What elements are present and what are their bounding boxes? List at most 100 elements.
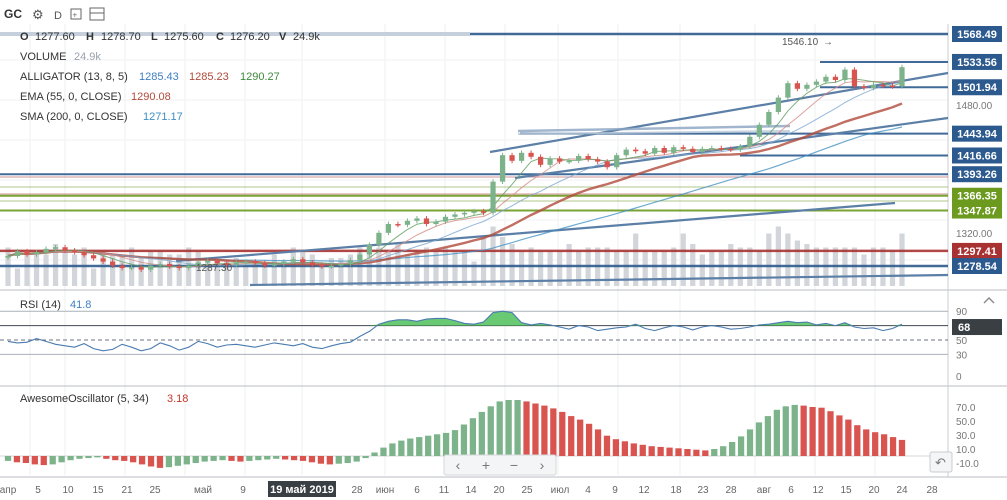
ao-bar [407, 438, 414, 456]
price-level-tag-label: 1416.66 [957, 150, 997, 162]
candle-body [281, 261, 287, 265]
chart-nav-controls: ‹ + − › [443, 454, 557, 476]
legend-volume-label[interactable]: VOLUME [20, 51, 66, 63]
nav-button-3[interactable]: › [540, 457, 545, 473]
ema-line [7, 102, 903, 266]
time-tick-label: 12 [812, 485, 824, 496]
candles [5, 64, 905, 273]
ao-bar [299, 456, 307, 461]
volume-bar [300, 251, 306, 286]
price-annotation: 1287.30 [196, 263, 233, 274]
interval-label[interactable]: D [54, 10, 62, 22]
candle-body [832, 76, 839, 80]
candle-body [747, 136, 753, 147]
ohlc-l-label: L [151, 31, 158, 43]
time-tick-label: 28 [351, 485, 363, 496]
volume-bar [480, 237, 487, 286]
volume-bar [518, 251, 525, 286]
nav-button-0[interactable]: ‹ [456, 457, 461, 473]
indicator-legend: VOLUME 24.9k ALLIGATOR (13, 8, 5) 1285.4… [20, 51, 280, 123]
time-tick-label: 21 [121, 485, 133, 496]
ao-bar [335, 456, 342, 464]
volume-bar [319, 265, 325, 286]
candle-body [62, 247, 68, 251]
compare-icon[interactable]: + [70, 8, 82, 20]
symbol-label[interactable]: GC [4, 7, 22, 21]
gear-icon[interactable]: ⚙ [32, 7, 44, 22]
ao-bar [103, 456, 110, 459]
ao-bar [514, 400, 521, 456]
reset-view-button[interactable]: ↶ [929, 451, 953, 473]
ao-tick-label: 10.0 [956, 445, 976, 456]
time-tick-label: апр [0, 485, 17, 496]
candle-body [300, 259, 306, 263]
time-tick-label: 20 [493, 485, 505, 496]
ao-bar [67, 456, 74, 461]
ao-bar [49, 456, 56, 465]
ao-bar [326, 456, 333, 465]
volume-bar [271, 254, 277, 286]
candle-body [252, 261, 258, 264]
volume-bar [452, 251, 458, 286]
candle-body [794, 83, 800, 89]
ao-bar [621, 441, 628, 456]
toolbar: GC ⚙ D + [4, 7, 105, 22]
time-tick-label: 20 [868, 485, 880, 496]
candle-body [157, 264, 163, 266]
price-annotation: 1546.10 [782, 37, 819, 48]
legend-ema-label[interactable]: EMA (55, 0, CLOSE) [20, 91, 121, 103]
time-tick-label: 25 [521, 485, 533, 496]
ao-bar [165, 456, 173, 468]
candle-body [880, 84, 886, 87]
nav-button-1[interactable]: + [482, 457, 490, 473]
ao-bar [31, 456, 38, 465]
candle-body [395, 224, 401, 226]
price-level-tag-label: 1297.41 [957, 246, 997, 258]
ao-bar [818, 407, 825, 456]
volume-bar [775, 226, 781, 286]
ao-bar [711, 449, 718, 456]
ao-bar [264, 456, 271, 460]
ao-bar [210, 456, 217, 461]
legend-alligator-lips: 1290.27 [240, 71, 280, 83]
candle-body [528, 152, 534, 157]
candle-body [100, 258, 106, 262]
ao-bar [505, 400, 512, 456]
ao-bar [344, 456, 351, 463]
candle-body [309, 262, 315, 265]
ao-bar [246, 456, 253, 461]
volume-bar [889, 251, 896, 286]
legend-sma-label[interactable]: SMA (200, 0, CLOSE) [20, 111, 128, 123]
rsi-tick-label: 0 [956, 372, 962, 383]
volume-bar [243, 265, 249, 286]
price-level-tag [952, 53, 1002, 70]
candle-body [43, 248, 49, 253]
ao-bar [782, 406, 789, 456]
candle-body [442, 216, 449, 222]
price-level-tag [952, 202, 1002, 219]
pane-collapse-icon[interactable] [983, 297, 995, 304]
legend-alligator-label[interactable]: ALLIGATOR (13, 8, 5) [20, 71, 128, 83]
candle-body [661, 148, 667, 153]
trend-line [175, 201, 896, 263]
nav-button-2[interactable]: − [510, 457, 518, 473]
candle-body [595, 159, 601, 162]
candle-body [33, 252, 40, 255]
candle-body [205, 260, 211, 263]
candle-body [148, 265, 154, 270]
price-level-tag [952, 166, 1002, 183]
candle-body [889, 85, 896, 88]
resistance-band [517, 130, 791, 135]
time-tick-label: 25 [149, 485, 161, 496]
ao-bar [755, 422, 763, 456]
ohlc-h-value: 1278.70 [101, 31, 141, 43]
layout-icon[interactable] [89, 7, 105, 21]
volume-bar [576, 251, 582, 286]
ao-label[interactable]: AwesomeOscillator (5, 34) [20, 393, 149, 405]
volume-bar [499, 237, 506, 286]
rsi-tick-label: 50 [956, 336, 968, 347]
ao-bar [889, 437, 897, 456]
ao-bar [737, 436, 745, 456]
rsi-label[interactable]: RSI (14) [20, 299, 61, 311]
